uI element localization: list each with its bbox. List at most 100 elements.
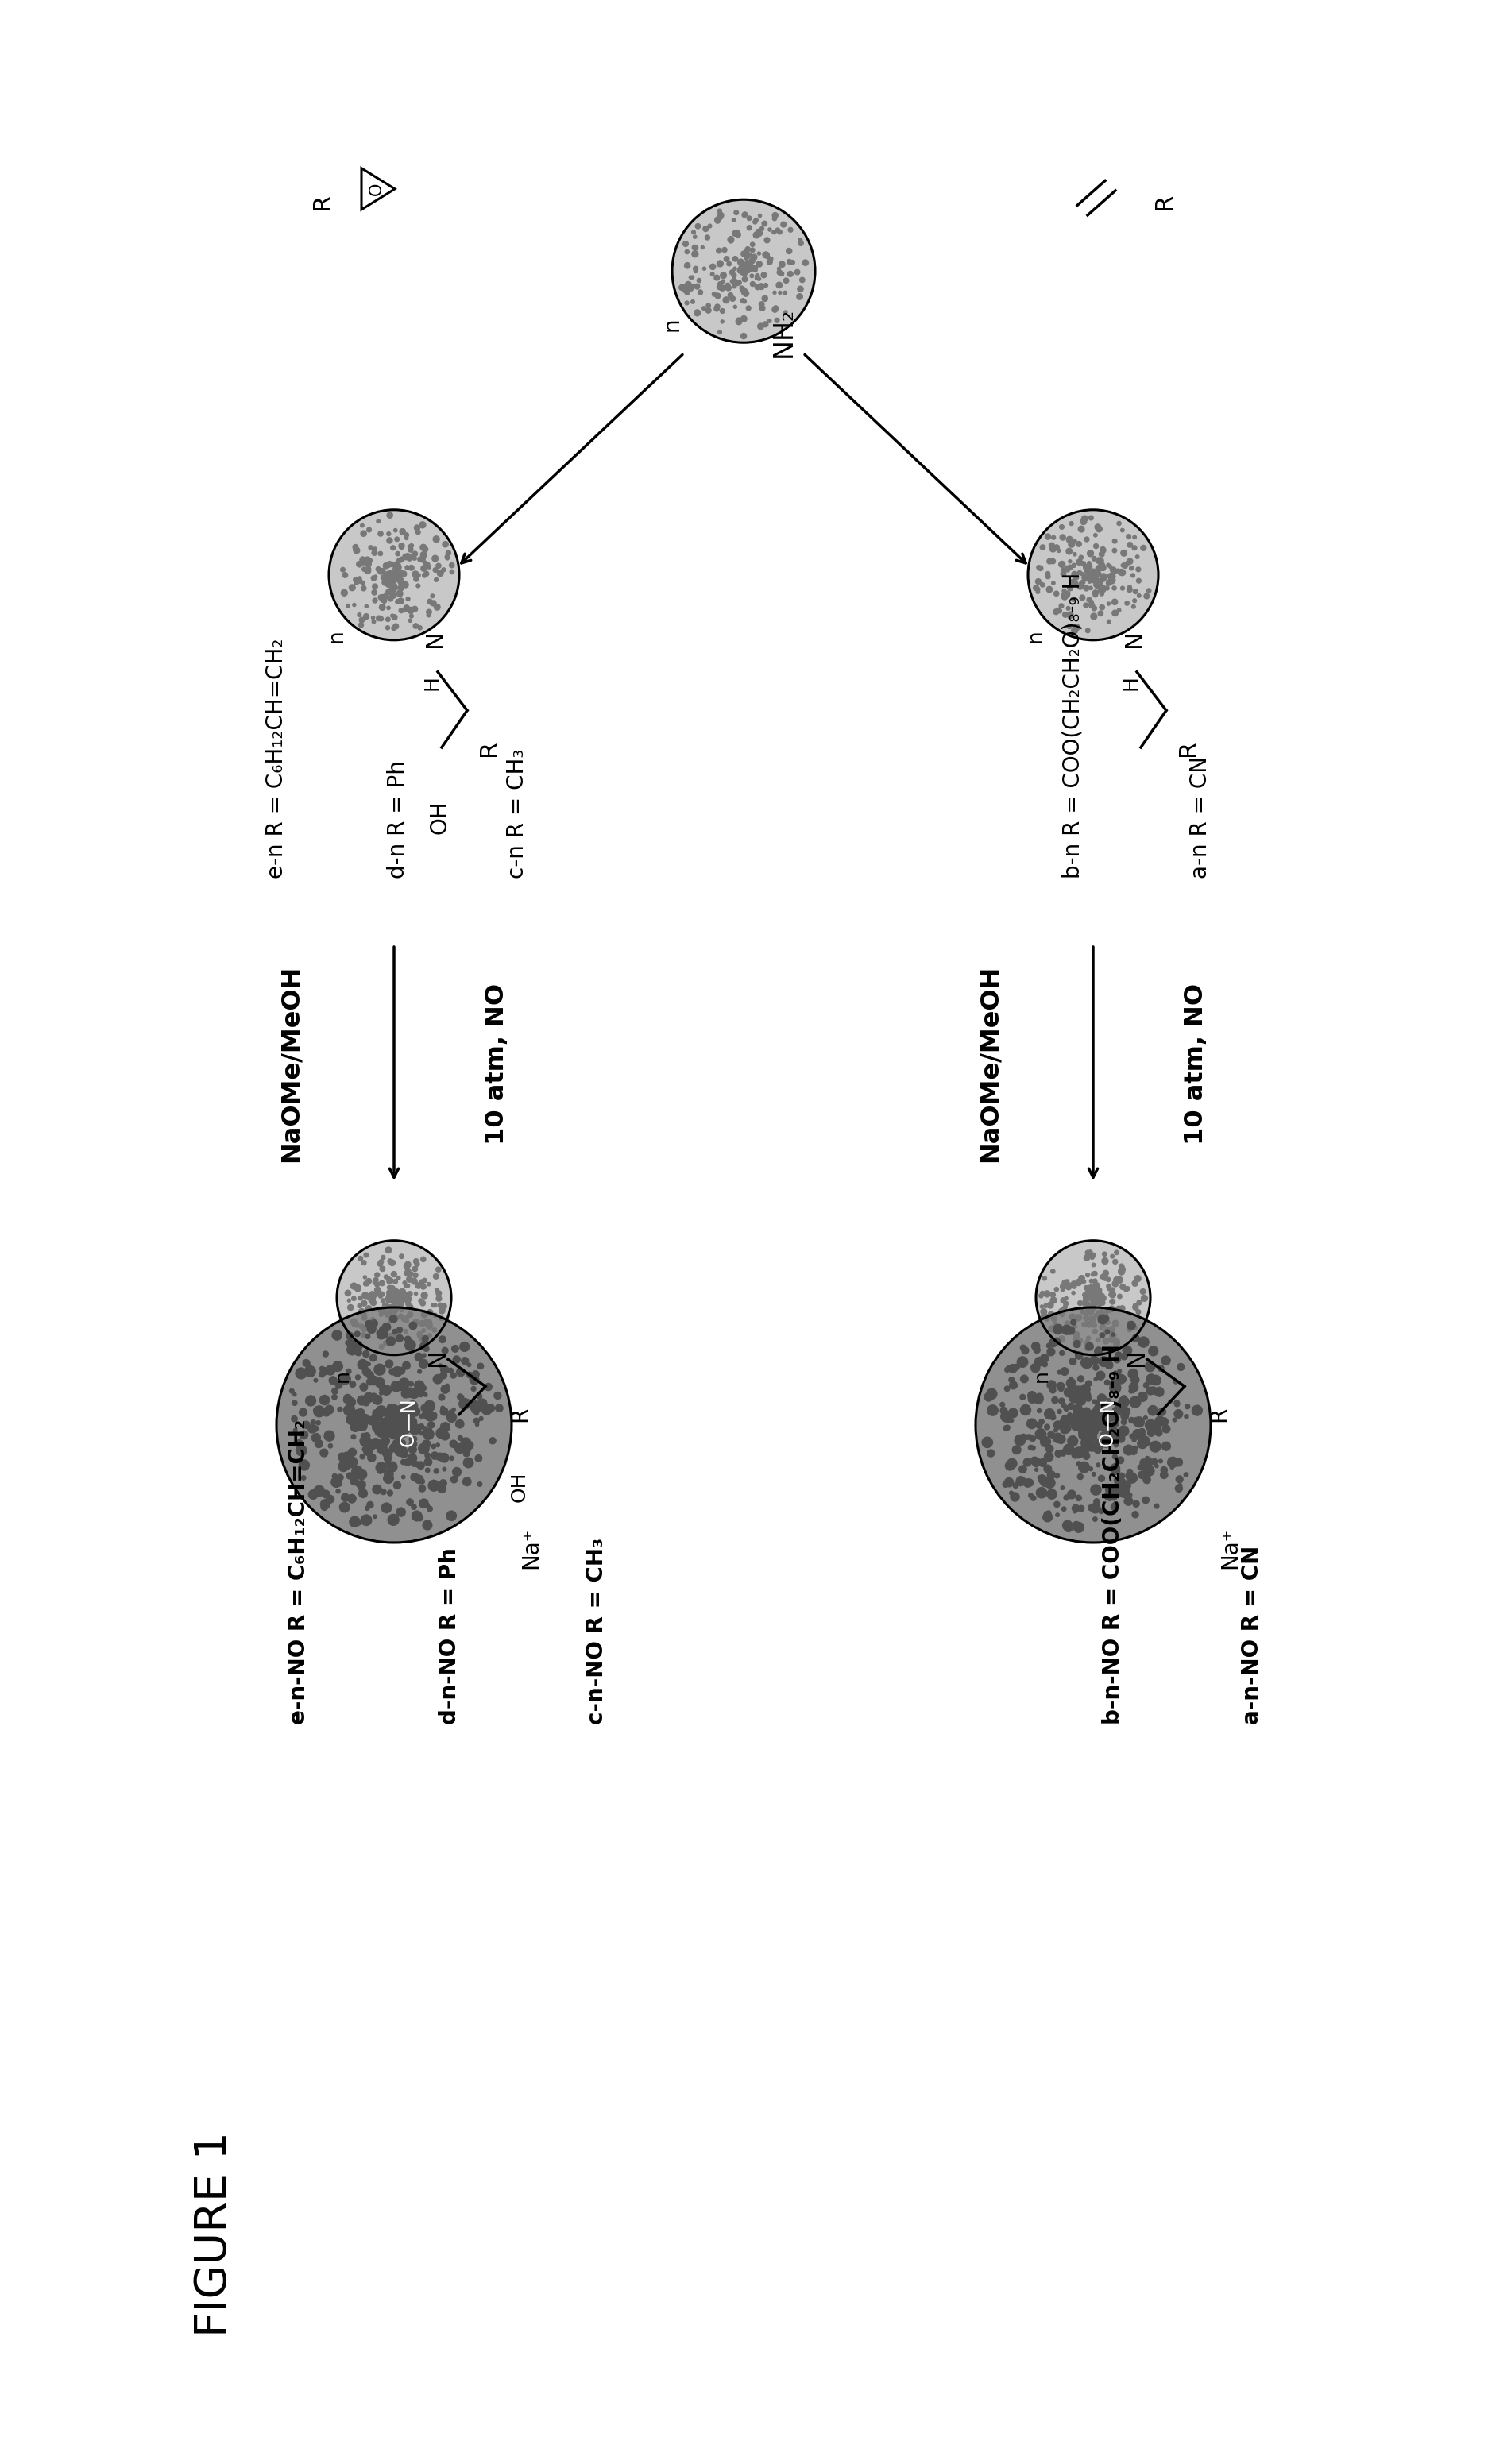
Circle shape bbox=[1113, 1281, 1119, 1286]
Circle shape bbox=[1058, 1409, 1061, 1414]
Circle shape bbox=[406, 1284, 409, 1289]
Circle shape bbox=[1082, 1323, 1086, 1326]
Circle shape bbox=[1079, 1276, 1085, 1281]
Circle shape bbox=[440, 1385, 449, 1395]
Circle shape bbox=[741, 298, 745, 303]
Circle shape bbox=[432, 1451, 439, 1459]
Circle shape bbox=[409, 545, 414, 547]
Circle shape bbox=[365, 567, 371, 574]
Circle shape bbox=[466, 1402, 470, 1407]
Circle shape bbox=[372, 549, 378, 554]
Circle shape bbox=[397, 1449, 403, 1456]
Circle shape bbox=[1009, 1491, 1013, 1496]
Circle shape bbox=[705, 234, 710, 239]
Circle shape bbox=[396, 1419, 402, 1427]
Circle shape bbox=[409, 1271, 414, 1276]
Circle shape bbox=[393, 1289, 399, 1294]
Circle shape bbox=[1116, 1375, 1125, 1385]
Circle shape bbox=[1058, 609, 1062, 614]
Circle shape bbox=[463, 1451, 470, 1456]
Circle shape bbox=[347, 1397, 356, 1407]
Circle shape bbox=[716, 219, 720, 224]
Circle shape bbox=[1043, 1513, 1052, 1523]
Circle shape bbox=[1080, 1417, 1085, 1422]
Circle shape bbox=[734, 209, 738, 214]
Circle shape bbox=[1010, 1419, 1013, 1422]
Circle shape bbox=[311, 1434, 320, 1441]
Circle shape bbox=[799, 278, 805, 283]
Circle shape bbox=[394, 1303, 400, 1308]
Circle shape bbox=[1103, 1311, 1109, 1316]
Circle shape bbox=[1094, 1377, 1097, 1380]
Circle shape bbox=[1113, 1259, 1117, 1264]
Circle shape bbox=[296, 1446, 307, 1456]
Circle shape bbox=[1104, 1429, 1110, 1437]
Circle shape bbox=[1064, 591, 1070, 599]
Circle shape bbox=[390, 1414, 400, 1424]
Text: a-n R = CN: a-n R = CN bbox=[1189, 756, 1211, 880]
Text: NH₂: NH₂ bbox=[771, 308, 796, 357]
Circle shape bbox=[1116, 1276, 1122, 1284]
Circle shape bbox=[1116, 1382, 1120, 1385]
Circle shape bbox=[1051, 1414, 1055, 1419]
Circle shape bbox=[714, 276, 720, 281]
Circle shape bbox=[1054, 609, 1059, 614]
Circle shape bbox=[1192, 1404, 1202, 1414]
Circle shape bbox=[1106, 1276, 1110, 1281]
Circle shape bbox=[1158, 1365, 1164, 1372]
Circle shape bbox=[347, 1333, 353, 1340]
Circle shape bbox=[1117, 522, 1120, 525]
Circle shape bbox=[350, 1515, 360, 1528]
Circle shape bbox=[433, 567, 437, 572]
Circle shape bbox=[1079, 582, 1083, 586]
Circle shape bbox=[381, 1387, 387, 1392]
Circle shape bbox=[735, 318, 743, 325]
Circle shape bbox=[1098, 579, 1103, 584]
Circle shape bbox=[982, 1437, 992, 1449]
Circle shape bbox=[405, 1459, 411, 1466]
Circle shape bbox=[1045, 1409, 1055, 1419]
Circle shape bbox=[362, 1515, 372, 1525]
Circle shape bbox=[379, 1444, 387, 1454]
Circle shape bbox=[326, 1496, 335, 1503]
Circle shape bbox=[433, 1303, 437, 1306]
Circle shape bbox=[405, 1340, 415, 1350]
Circle shape bbox=[716, 249, 722, 254]
Circle shape bbox=[442, 1469, 446, 1471]
Circle shape bbox=[1109, 1294, 1113, 1296]
Circle shape bbox=[1071, 1506, 1079, 1513]
Circle shape bbox=[1123, 1345, 1132, 1355]
Circle shape bbox=[731, 296, 735, 301]
Circle shape bbox=[397, 1328, 402, 1333]
Circle shape bbox=[707, 303, 711, 308]
Circle shape bbox=[1006, 1461, 1015, 1471]
Circle shape bbox=[1037, 1409, 1042, 1412]
Circle shape bbox=[384, 1422, 393, 1432]
Circle shape bbox=[1088, 574, 1092, 579]
Circle shape bbox=[1059, 562, 1065, 567]
Circle shape bbox=[1113, 1276, 1119, 1281]
Circle shape bbox=[1086, 1286, 1091, 1289]
Circle shape bbox=[424, 1429, 429, 1434]
Circle shape bbox=[734, 266, 737, 271]
Circle shape bbox=[1080, 572, 1083, 577]
Circle shape bbox=[393, 1299, 397, 1303]
Circle shape bbox=[1088, 1289, 1094, 1294]
Circle shape bbox=[440, 1432, 449, 1439]
Circle shape bbox=[1092, 606, 1097, 611]
Circle shape bbox=[414, 1318, 420, 1326]
Circle shape bbox=[427, 599, 433, 604]
Circle shape bbox=[1089, 1306, 1094, 1308]
Circle shape bbox=[1161, 1466, 1168, 1473]
Circle shape bbox=[1061, 567, 1065, 572]
Circle shape bbox=[1101, 586, 1106, 591]
Circle shape bbox=[1115, 1422, 1119, 1427]
Circle shape bbox=[412, 552, 418, 557]
Circle shape bbox=[775, 318, 780, 323]
Circle shape bbox=[732, 219, 735, 222]
Circle shape bbox=[1051, 1412, 1055, 1414]
Circle shape bbox=[1089, 1417, 1095, 1422]
Circle shape bbox=[798, 286, 804, 291]
Circle shape bbox=[1103, 1271, 1109, 1276]
Circle shape bbox=[1083, 1303, 1086, 1306]
